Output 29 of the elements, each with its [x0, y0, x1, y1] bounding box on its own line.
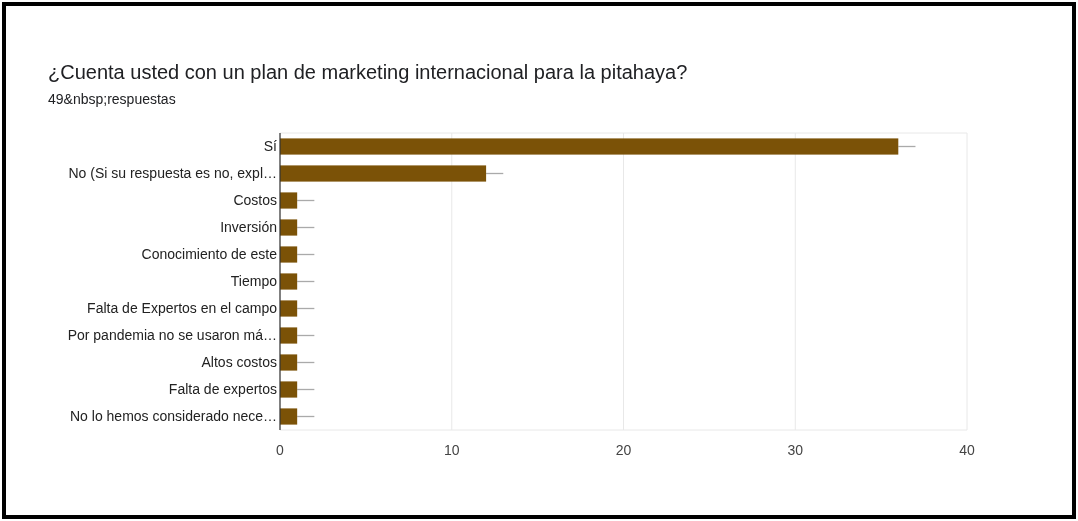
y-tick-label: Por pandemia no se usaron má…	[67, 327, 277, 344]
bar	[280, 165, 487, 182]
bar	[280, 192, 298, 209]
bar	[280, 300, 298, 317]
y-tick-label: Costos	[233, 192, 277, 209]
bar	[280, 327, 298, 344]
y-tick-label: Conocimiento de este	[141, 246, 278, 263]
x-tick-label: 30	[787, 442, 804, 458]
bar	[280, 138, 899, 155]
y-tick-label: Inversión	[220, 219, 277, 236]
bar	[280, 219, 298, 236]
y-tick-label: Falta de expertos	[168, 381, 277, 398]
bar	[280, 381, 298, 398]
y-tick-label: Falta de Expertos en el campo	[87, 300, 278, 317]
bar	[280, 354, 298, 371]
text: 49&nbsp;respuestas	[48, 91, 176, 107]
chart-title: ¿Cuenta usted con un plan de marketing internacional para la pitahaya?	[48, 61, 688, 83]
y-tick-label: No lo hemos considerado nece…	[69, 408, 277, 425]
bar	[280, 246, 298, 263]
bar	[280, 408, 298, 425]
x-tick-label: 40	[959, 442, 975, 458]
x-tick-label: 0	[276, 442, 285, 458]
x-tick-label: 10	[443, 442, 460, 458]
y-tick-label: Tiempo	[230, 273, 278, 290]
y-tick-label: Altos costos	[201, 354, 277, 371]
y-tick-label: No (Si su respuesta es no, expl…	[68, 165, 277, 182]
y-tick-label: Sí	[263, 138, 278, 155]
bar	[280, 273, 298, 290]
x-tick-label: 20	[615, 442, 632, 458]
